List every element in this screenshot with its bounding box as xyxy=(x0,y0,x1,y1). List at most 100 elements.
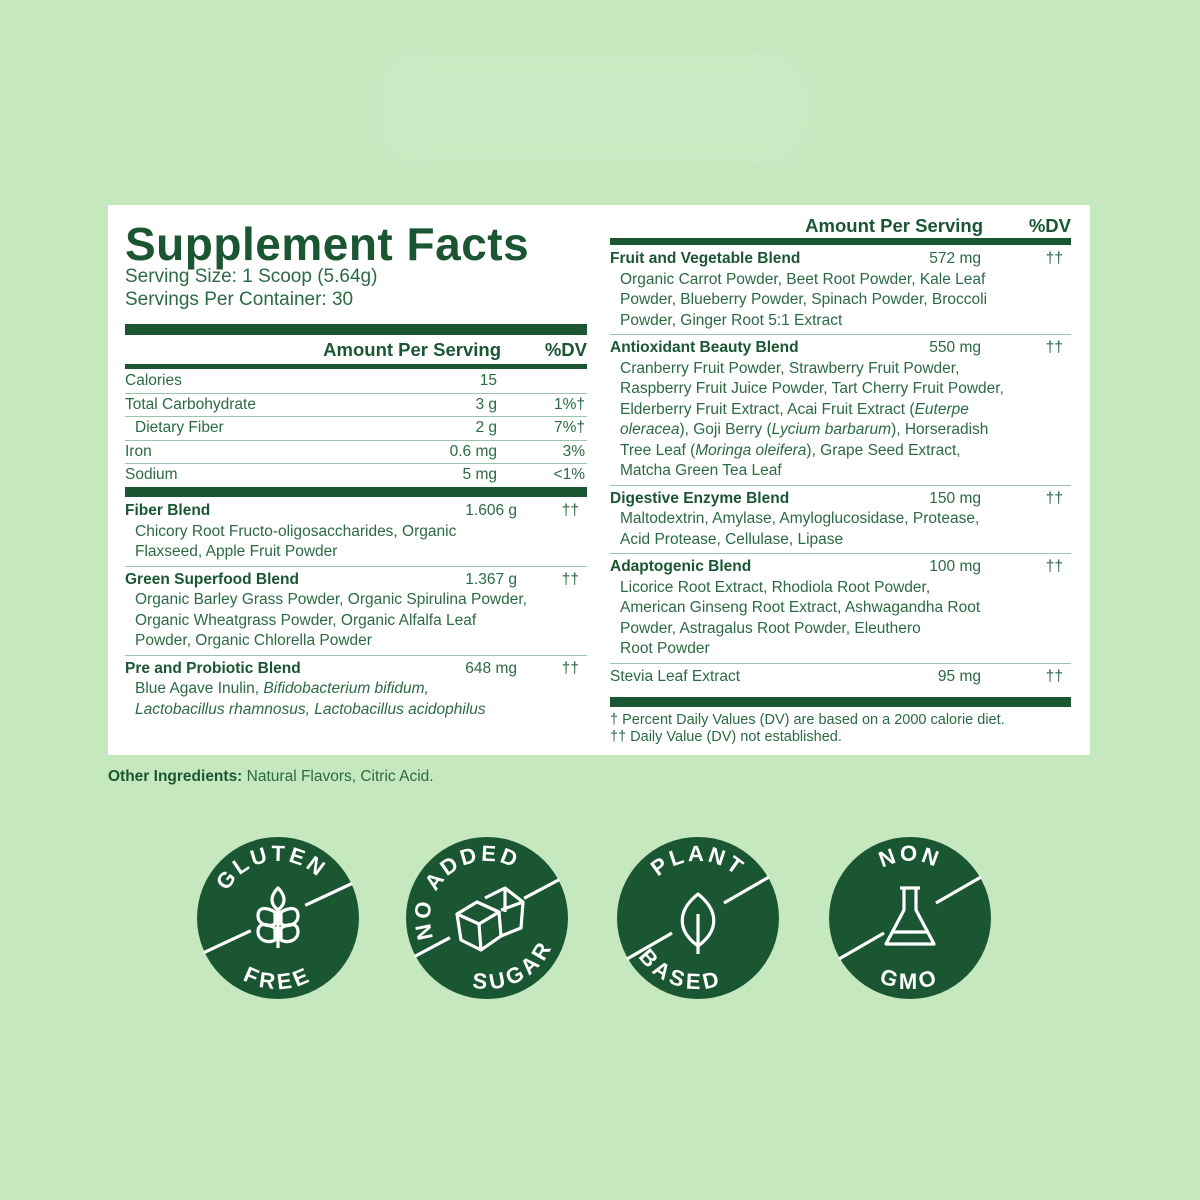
nutrient-dv: <1% xyxy=(553,466,585,483)
ingredient-text: ), Horseradish xyxy=(891,421,989,438)
nutrient-table: Calories 15 Total Carbohydrate 3 g 1%† Dietar… xyxy=(125,370,587,488)
nutrient-name: Calories xyxy=(125,372,182,389)
nutrient-amount: 15 xyxy=(479,372,497,389)
ingredient-line: Licorice Root Extract, Rhodiola Root Pow… xyxy=(610,578,1071,599)
wheat-icon xyxy=(256,886,300,948)
badge-circle xyxy=(829,837,991,999)
supplement-facts-panel: Supplement Facts Serving Size: 1 Scoop (… xyxy=(108,205,1090,755)
ingredient-text: Root Powder xyxy=(620,640,710,657)
ingredient-text: Flaxseed, Apple Fruit Powder xyxy=(135,543,338,560)
ingredient-line: Powder, Ginger Root 5:1 Extract xyxy=(610,311,1071,332)
blend-row: Pre and Probiotic Blend 648 mg †† Blue Agav… xyxy=(125,656,587,724)
amount-header: Amount Per Serving xyxy=(805,215,983,236)
ingredient-scientific-name: Bifidobacterium bifidum, xyxy=(263,680,429,697)
footnotes: † Percent Daily Values (DV) are based on… xyxy=(610,712,1005,746)
thick-divider xyxy=(125,487,587,497)
ingredient-text: Maltodextrin, Amylase, Amyloglucosidase,… xyxy=(620,510,980,527)
ingredient-scientific-name: Euterpe xyxy=(914,400,969,418)
badge-based: PLANT BASED xyxy=(617,837,779,1000)
ingredient-line: Raspberry Fruit Juice Powder, Tart Cherr… xyxy=(610,379,1071,400)
ingredient-line: oleracea), Goji Berry (Lycium barbarum),… xyxy=(610,420,1071,441)
servings-per-container: Servings Per Container: 30 xyxy=(125,289,354,310)
blend-row: Digestive Enzyme Blend 150 mg †† Maltodextr… xyxy=(610,486,1071,554)
ingredient-text: Organic Barley Grass Powder, Organic Spi… xyxy=(135,591,527,608)
ingredient-scientific-name: Lactobacillus rhamnosus, Lactobacillus a… xyxy=(135,700,486,718)
badge-divider-line xyxy=(203,881,353,955)
blend-dv: †† xyxy=(1045,667,1063,685)
nutrient-name: Iron xyxy=(125,442,152,460)
left-blend-list: Fiber Blend 1.606 g †† Chicory Root Fructo-… xyxy=(125,501,587,723)
ingredient-text: Powder, Organic Chlorella Powder xyxy=(135,632,372,649)
nutrient-amount: 0.6 mg xyxy=(449,442,497,460)
ingredient-text: Organic Wheatgrass Powder, Organic Alfal… xyxy=(135,611,477,629)
ingredient-text: Raspberry Fruit Juice Powder, Tart Cherr… xyxy=(620,380,1004,397)
blend-dv: †† xyxy=(1045,558,1063,575)
ingredient-line: American Ginseng Root Extract, Ashwagand… xyxy=(610,598,1071,619)
thick-divider xyxy=(125,324,587,335)
ingredient-text: Powder, Ginger Root 5:1 Extract xyxy=(620,311,843,329)
nutrient-row: Dietary Fiber 2 g 7%† xyxy=(125,417,587,441)
nutrient-dv: 1%† xyxy=(553,395,585,413)
blend-name: Antioxidant Beauty Blend xyxy=(610,339,799,356)
blend-row: Fiber Blend 1.606 g †† Chicory Root Fructo-… xyxy=(125,501,587,567)
blend-name: Stevia Leaf Extract xyxy=(610,667,741,685)
ingredient-line: Acid Protease, Cellulase, Lipase xyxy=(610,530,1071,551)
nutrient-row: Calories 15 xyxy=(125,370,587,394)
ingredient-scientific-name: oleracea xyxy=(620,421,680,438)
ingredient-line: Organic Wheatgrass Powder, Organic Alfal… xyxy=(125,611,587,632)
blend-amount: 150 mg xyxy=(929,489,981,507)
blend-name: Pre and Probiotic Blend xyxy=(125,659,301,677)
blend-amount: 95 mg xyxy=(937,667,981,685)
ingredient-line: Powder, Organic Chlorella Powder xyxy=(125,631,587,652)
blend-amount: 1.367 g xyxy=(465,570,517,588)
ingredient-text: Cranberry Fruit Powder, Strawberry Fruit… xyxy=(620,359,960,377)
badge-gmo: NON GMO xyxy=(829,837,991,999)
page-title: Supplement Facts xyxy=(125,218,530,270)
blend-amount: 648 mg xyxy=(465,659,517,677)
column-header: Amount Per Serving %DV xyxy=(610,215,1071,237)
other-ingredients-label: Other Ingredients: xyxy=(108,768,243,785)
nutrient-amount: 5 mg xyxy=(462,466,497,483)
thick-divider xyxy=(610,697,1071,707)
nutrient-dv: 3% xyxy=(562,442,585,460)
flask-icon xyxy=(884,886,936,946)
ingredient-line: Powder, Astragalus Root Powder, Eleuther… xyxy=(610,619,1071,640)
serving-size: Serving Size: 1 Scoop (5.64g) xyxy=(125,266,378,287)
badge-sugar: NO ADDED SUGAR xyxy=(405,836,568,1000)
leaf-icon xyxy=(680,892,716,954)
ingredient-line: Cranberry Fruit Powder, Strawberry Fruit… xyxy=(610,359,1071,380)
blend-dv: †† xyxy=(1045,250,1063,267)
ingredient-text: Chicory Root Fructo-oligosaccharides, Or… xyxy=(135,522,457,540)
dv-header: %DV xyxy=(1028,215,1071,236)
ingredient-text: Tree Leaf ( xyxy=(620,441,696,459)
badge-free: GLUTEN FREE xyxy=(197,836,359,999)
nutrient-name: Total Carbohydrate xyxy=(125,395,256,413)
dv-header: %DV xyxy=(544,339,587,360)
ingredient-text: ), Grape Seed Extract, xyxy=(806,441,961,459)
footnote-dv: † Percent Daily Values (DV) are based on… xyxy=(610,712,1005,728)
nutrient-amount: 3 g xyxy=(475,395,497,413)
ingredient-text: American Ginseng Root Extract, Ashwagand… xyxy=(620,599,981,616)
badge-divider-line xyxy=(413,878,561,958)
blend-dv: †† xyxy=(1045,339,1063,356)
ingredient-text: Elderberry Fruit Extract, Acai Fruit Ext… xyxy=(620,400,915,418)
blend-amount: 572 mg xyxy=(929,250,981,267)
ingredient-text: Organic Carrot Powder, Beet Root Powder,… xyxy=(620,270,986,288)
ingredient-scientific-name: Moringa oleifera xyxy=(695,441,807,459)
ingredient-scientific-name: Lycium barbarum xyxy=(771,421,892,438)
other-ingredients-value: Natural Flavors, Citric Acid. xyxy=(242,768,434,785)
blend-name: Green Superfood Blend xyxy=(125,570,299,588)
ingredient-text: Matcha Green Tea Leaf xyxy=(620,462,782,479)
blend-dv: †† xyxy=(561,570,579,588)
ingredient-line: Tree Leaf (Moringa oleifera), Grape Seed… xyxy=(610,441,1071,462)
blend-row: Green Superfood Blend 1.367 g †† Organic Ba… xyxy=(125,567,587,656)
blend-name: Fiber Blend xyxy=(125,502,211,519)
ingredient-text: ), Goji Berry ( xyxy=(679,421,772,438)
right-blend-list: Fruit and Vegetable Blend 572 mg †† Organic… xyxy=(610,249,1071,690)
sugar-cubes-icon xyxy=(455,886,525,952)
ingredient-line: Root Powder xyxy=(610,639,1071,660)
nutrient-row: Total Carbohydrate 3 g 1%† xyxy=(125,394,587,417)
blend-row: Adaptogenic Blend 100 mg †† Licorice Root E… xyxy=(610,554,1071,664)
blend-amount: 1.606 g xyxy=(465,502,517,519)
blend-dv: †† xyxy=(561,659,579,677)
